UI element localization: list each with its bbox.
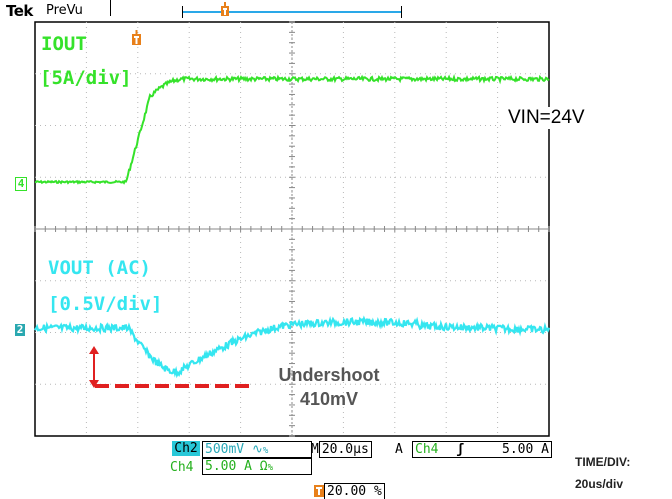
divider [110,0,111,16]
ch2-coupling-icon: ∿ [251,442,263,457]
trigger-position-icon [314,484,324,497]
trigger-slope-icon: ʃ [456,442,465,457]
time-div-value: 20us/div [575,477,624,491]
undershoot-label: Undershoot [278,365,380,385]
ch2-readout[interactable]: 500mV ∿% [202,441,312,458]
vin-annotation: VIN=24V [505,107,588,129]
trigger-position-value: 20.00 % [324,483,385,499]
vout-waveform [34,315,551,379]
trigger-channel: Ch4 [415,442,439,457]
undershoot-value: 410mV [299,389,359,409]
trigger-marker-icon [132,30,141,45]
ch4-ground-marker[interactable]: 4 [15,177,27,191]
ch4-readout[interactable]: 5.00 A Ω% [202,458,312,475]
vout-title: VOUT (AC) [48,257,151,279]
top-status-bar: Tek PreVu [0,0,672,22]
ch4-label[interactable]: Ch4 [170,460,194,475]
arrow-head-down-icon [89,380,99,388]
timebase-value: 20.0µs [318,441,372,458]
ch2-ground-marker[interactable]: 2 [15,323,25,336]
trigger-level: 5.00 A [502,442,549,457]
record-position-bar[interactable] [182,2,402,18]
trigger-readout[interactable]: Ch4 ʃ 5.00 A [412,441,552,458]
vout-scale: [0.5V/div] [48,293,163,315]
brand-label: Tek [6,2,33,20]
undershoot-annotation: Undershoot 410mV [263,363,395,411]
acquisition-mode: PreVu [46,3,83,18]
iout-title: IOUT [41,33,87,55]
iout-scale: [5A/div] [40,67,132,89]
arrow-head-up-icon [89,346,99,354]
trigger-position-readout[interactable]: 20.00 % [314,480,385,499]
time-div-label: TIME/DIV: [575,455,631,469]
ch2-scale: 500mV [205,442,245,457]
ch4-bw-icon: % [267,463,274,473]
acq-status: A [395,442,403,457]
trigger-position-icon [221,2,229,16]
ch4-scale: 5.00 A [205,459,252,474]
iout-waveform [34,73,550,185]
ch2-label[interactable]: Ch2 [172,441,200,456]
ch4-coupling-icon: Ω [259,459,268,474]
timebase-readout[interactable]: M 20.0µs [311,441,372,458]
ch2-bw-icon: % [262,446,269,456]
